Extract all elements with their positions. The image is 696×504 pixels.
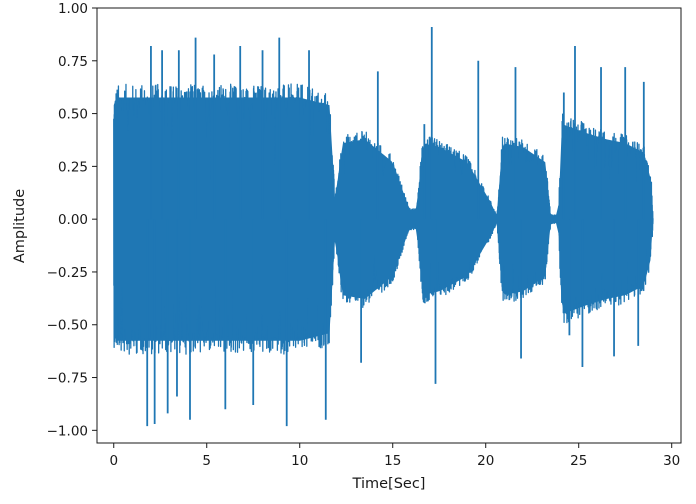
plot-area xyxy=(96,7,682,444)
y-tick-label: 0.00 xyxy=(58,212,88,228)
y-tick-label: −0.25 xyxy=(47,265,88,281)
x-tick-label: 20 xyxy=(477,453,494,469)
waveform-series xyxy=(113,27,654,427)
x-tick-label: 5 xyxy=(202,453,211,469)
y-axis-ticks: 1.00 0.75 0.50 0.25 0.00 −0.25 −0.50 −0.75 −1.00 xyxy=(47,1,97,439)
x-tick-label: 0 xyxy=(109,453,118,469)
y-axis-label: Amplitude xyxy=(12,189,28,263)
x-tick-label: 15 xyxy=(384,453,401,469)
y-tick-label: 0.75 xyxy=(58,54,88,70)
x-tick-label: 10 xyxy=(291,453,308,469)
waveform-line xyxy=(113,83,654,355)
y-tick-label: 0.25 xyxy=(58,159,88,175)
y-tick-label: −1.00 xyxy=(47,423,88,439)
y-tick-label: 1.00 xyxy=(58,1,88,17)
axes-frame xyxy=(96,7,682,444)
x-tick-label: 25 xyxy=(570,453,587,469)
x-tick-label: 30 xyxy=(663,453,680,469)
y-tick-label: −0.50 xyxy=(47,318,88,334)
x-axis-ticks: 0 5 10 15 20 25 30 xyxy=(109,443,680,469)
x-axis-label: Time[Sec] xyxy=(352,476,426,492)
y-tick-label: −0.75 xyxy=(47,371,88,387)
y-tick-label: 0.50 xyxy=(58,107,88,123)
